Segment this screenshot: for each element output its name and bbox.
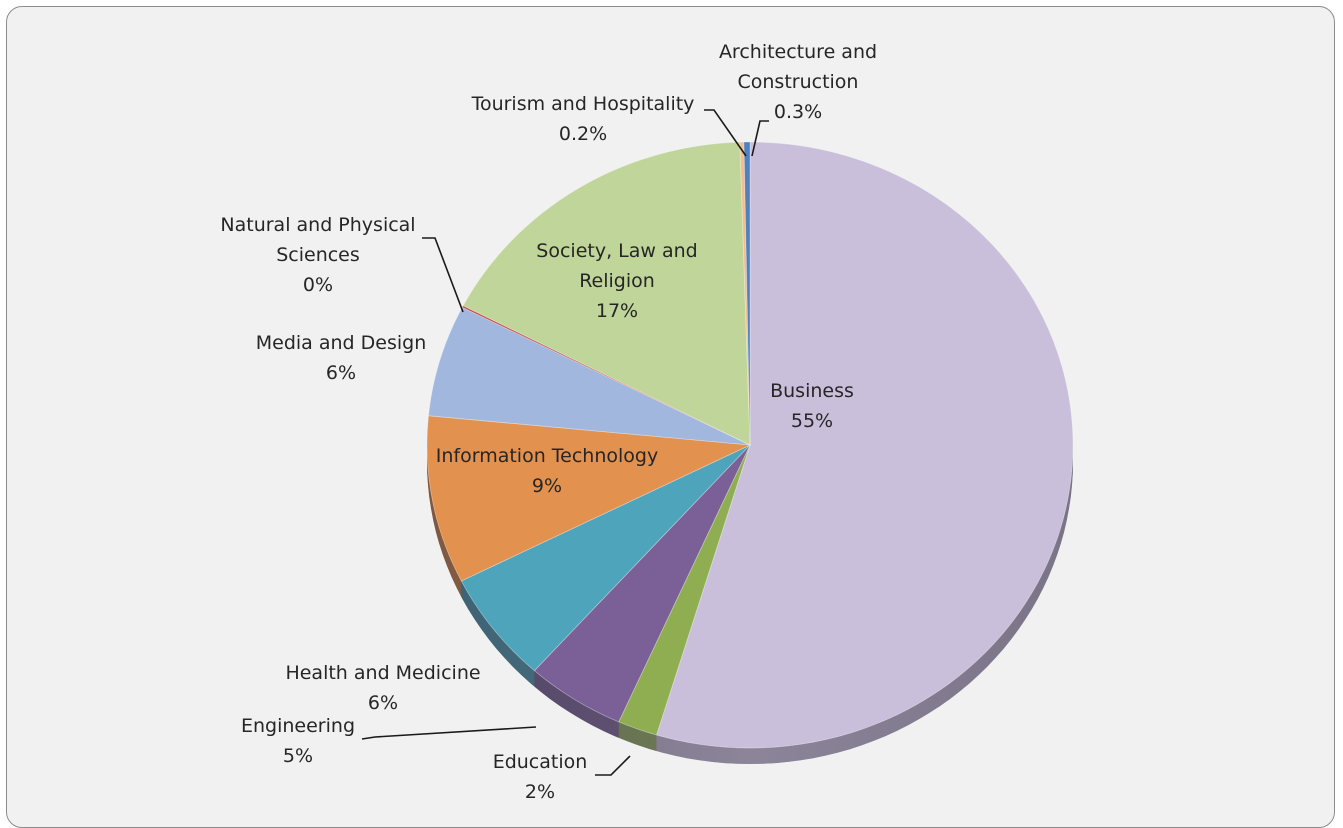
label-business: Business 55% — [770, 380, 854, 432]
slice-education — [618, 444, 751, 736]
label-education: Education 2% — [493, 751, 588, 803]
slice-side-information-technology — [427, 415, 462, 597]
slice-information-technology — [426, 415, 752, 582]
slice-side-health-and-medicine — [461, 581, 535, 687]
label-line-architecture-and-construction-1: Construction — [738, 71, 859, 93]
label-line-health-and-medicine-1: 6% — [368, 692, 398, 714]
leader-tourism-and-hospitality — [704, 109, 747, 157]
slice-tourism-and-hospitality — [739, 141, 751, 446]
label-line-architecture-and-construction-2: 0.3% — [774, 101, 822, 123]
label-media-and-design: Media and Design 6% — [256, 332, 427, 384]
label-line-media-and-design-1: 6% — [326, 362, 356, 384]
label-line-business-1: 55% — [791, 410, 833, 432]
label-tourism-and-hospitality: Tourism and Hospitality 0.2% — [471, 93, 695, 145]
slice-natural-and-physical-sciences — [461, 305, 751, 446]
slice-architecture-and-construction — [743, 141, 751, 446]
label-architecture-and-construction: Architecture and Construction 0.3% — [719, 41, 877, 123]
label-line-education-0: Education — [493, 751, 588, 773]
label-line-education-1: 2% — [525, 781, 555, 803]
label-line-natural-and-physical-sciences-2: 0% — [303, 274, 333, 296]
label-line-society-law-and-religion-1: Religion — [579, 270, 655, 292]
leader-education — [595, 755, 631, 776]
label-line-business-0: Business — [770, 380, 854, 402]
label-line-health-and-medicine-0: Health and Medicine — [285, 662, 480, 684]
slice-side-engineering — [534, 670, 619, 738]
label-line-natural-and-physical-sciences-1: Sciences — [276, 244, 360, 266]
label-line-natural-and-physical-sciences-0: Natural and Physical — [220, 214, 415, 236]
label-society-law-and-religion: Society, Law and Religion 17% — [536, 240, 697, 322]
slice-engineering — [533, 444, 751, 723]
slice-business — [656, 141, 1074, 749]
label-line-media-and-design-0: Media and Design — [256, 332, 427, 354]
label-line-engineering-0: Engineering — [241, 715, 355, 737]
label-health-and-medicine: Health and Medicine 6% — [285, 662, 480, 714]
slice-society-law-and-religion — [462, 141, 751, 446]
label-line-tourism-and-hospitality-0: Tourism and Hospitality — [471, 93, 695, 115]
label-natural-and-physical-sciences: Natural and Physical Sciences 0% — [220, 214, 415, 296]
label-line-society-law-and-religion-0: Society, Law and — [536, 240, 697, 262]
leader-engineering — [361, 726, 537, 740]
label-information-technology: Information Technology 9% — [436, 445, 658, 497]
label-line-engineering-1: 5% — [283, 745, 313, 767]
label-line-information-technology-1: 9% — [532, 475, 562, 497]
label-line-tourism-and-hospitality-1: 0.2% — [559, 123, 607, 145]
leader-architecture-and-construction — [751, 120, 769, 157]
leader-natural-and-physical-sciences — [422, 237, 464, 313]
label-engineering: Engineering 5% — [241, 715, 355, 767]
slice-health-and-medicine — [460, 444, 751, 672]
label-line-architecture-and-construction-0: Architecture and — [719, 41, 877, 63]
label-line-society-law-and-religion-2: 17% — [596, 300, 638, 322]
slice-side-education — [618, 721, 657, 751]
label-line-information-technology-0: Information Technology — [436, 445, 658, 467]
